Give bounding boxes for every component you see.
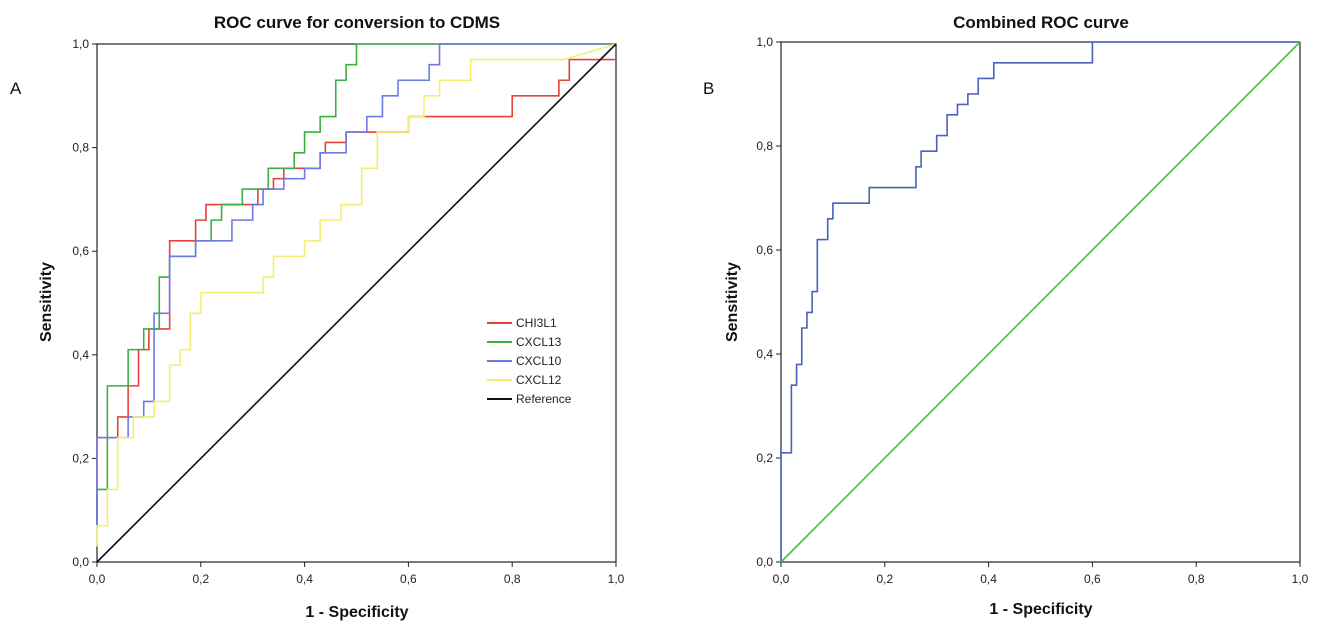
panel-a-series [96, 43, 617, 563]
panel-a-chi3l1-line [96, 58, 616, 526]
panel-b-x-tick-label: 0,0 [773, 572, 790, 586]
panel-b-y-tick-label: 0,8 [756, 139, 773, 153]
panel-a-x-tick-label: 0,4 [296, 572, 313, 586]
panel-b-label: B [703, 79, 714, 98]
legend-label-reference: Reference [516, 392, 572, 406]
panel-a-x-tick-label: 1,0 [608, 572, 625, 586]
panel-b-y-tick-label: 0,0 [756, 555, 773, 569]
panel-a-y-tick-label: 0,4 [72, 348, 89, 362]
panel-a-y-tick-label: 0,6 [72, 244, 89, 258]
legend-label-cxcl13: CXCL13 [516, 335, 562, 349]
panel-a-x-tick-label: 0,6 [400, 572, 417, 586]
panel-b-plot-frame [780, 41, 1301, 563]
panel-b-series [780, 41, 1301, 563]
panel-a-cxcl10-line [96, 43, 616, 526]
panel-b-x-tick-label: 0,2 [876, 572, 893, 586]
panel-a-x-tick-label: 0,2 [192, 572, 209, 586]
panel-a-reference-line [96, 43, 617, 563]
panel-a-x-axis-label: 1 - Specificity [305, 604, 408, 621]
panel-a-x-tick-label: 0,0 [89, 572, 106, 586]
panel-b-x-axis-label: 1 - Specificity [989, 601, 1092, 618]
panel-a-ticks: 0,0 0,2 0,4 0,6 0,8 1,0 0,0 0,2 0,4 0,6 0,8 1,0 [72, 37, 624, 586]
panel-b: B Combined ROC curve 1 - Specificity Sen… [703, 13, 1309, 618]
panel-a-title: ROC curve for conversion to CDMS [214, 13, 500, 32]
panel-a-y-tick-label: 0,0 [72, 555, 89, 569]
panel-a: A ROC curve for conversion to CDMS 1 - S… [10, 13, 625, 621]
legend-label-cxcl12: CXCL12 [516, 373, 562, 387]
panel-b-y-tick-label: 0,4 [756, 347, 773, 361]
panel-a-label: A [10, 79, 22, 98]
panel-b-series-2-line [780, 41, 1301, 563]
panel-a-cxcl12-line [96, 43, 617, 547]
panel-b-y-tick-label: 0,6 [756, 243, 773, 257]
panel-a-y-tick-label: 0,8 [72, 141, 89, 155]
panel-a-y-tick-label: 1,0 [72, 37, 89, 51]
panel-a-cxcl13-line [96, 43, 616, 526]
panel-a-y-axis-label: Sensitivity [38, 262, 55, 342]
panel-a-x-tick-label: 0,8 [504, 572, 521, 586]
legend-label-chi3l1: CHI3L1 [516, 316, 557, 330]
panel-b-y-tick-label: 1,0 [756, 35, 773, 49]
panel-b-x-tick-label: 0,4 [980, 572, 997, 586]
panel-b-title: Combined ROC curve [953, 13, 1129, 32]
panel-b-x-tick-label: 0,6 [1084, 572, 1101, 586]
panel-b-series-1-line [780, 41, 1300, 562]
panel-b-x-tick-label: 0,8 [1188, 572, 1205, 586]
panel-b-y-tick-label: 0,2 [756, 451, 773, 465]
panel-b-x-tick-label: 1,0 [1292, 572, 1309, 586]
panel-a-legend: CHI3L1 CXCL13 CXCL10 CXCL12 Reference [487, 316, 572, 406]
panel-b-ticks: 0,0 0,2 0,4 0,6 0,8 1,0 0,0 0,2 0,4 0,6 0,8 1,0 [756, 35, 1308, 586]
panel-b-y-axis-label: Sensitivity [724, 262, 741, 342]
legend-label-cxcl10: CXCL10 [516, 354, 562, 368]
panel-a-y-tick-label: 0,2 [72, 451, 89, 465]
